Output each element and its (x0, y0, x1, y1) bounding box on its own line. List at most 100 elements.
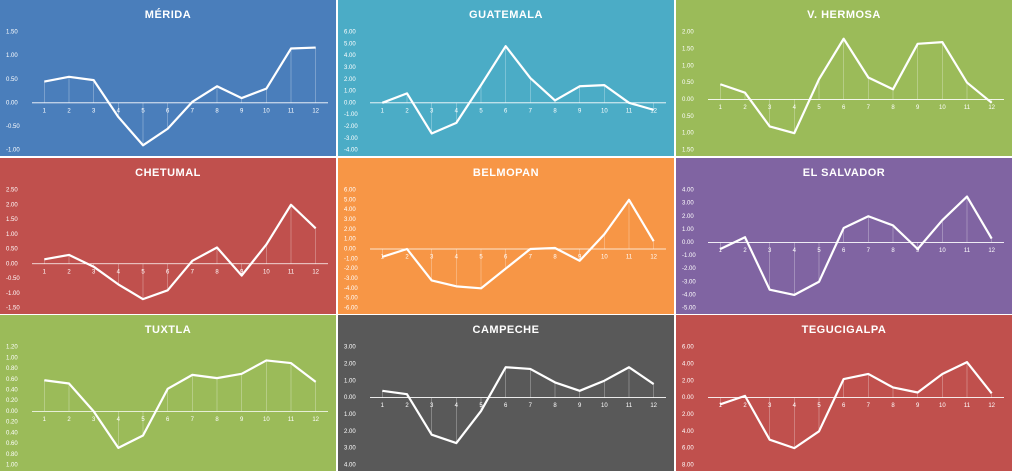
y-tick-label: -3.00 (682, 279, 696, 285)
x-tick-label: 2 (743, 248, 747, 254)
x-tick-label: 1 (43, 108, 47, 114)
y-tick-label: -1.00 (344, 256, 358, 262)
x-tick-label: 4 (793, 403, 797, 409)
y-tick-label: 1.00 (682, 63, 694, 69)
x-tick-label: 12 (312, 108, 319, 114)
data-line (44, 203, 317, 301)
x-tick-label: 11 (964, 105, 971, 111)
x-tick-label: 11 (626, 255, 633, 261)
x-tick-label: 8 (891, 248, 895, 254)
x-tick-label: 11 (626, 403, 633, 409)
data-line (381, 45, 654, 135)
y-tick-label: -5.00 (682, 306, 696, 312)
x-tick-label: 6 (842, 248, 846, 254)
x-tick-label: 5 (817, 248, 821, 254)
y-tick-label: 1.00 (344, 89, 356, 95)
x-tick-label: 1 (43, 417, 47, 423)
y-tick-label: 0.20 (6, 398, 18, 404)
x-tick-label: 7 (529, 255, 533, 261)
x-tick-label: 2 (405, 108, 409, 114)
x-tick-label: 3 (430, 255, 434, 261)
y-tick-label: 1.50 (6, 217, 18, 223)
data-line (44, 359, 317, 449)
y-tick-label: 5.00 (344, 197, 356, 203)
x-tick-label: 2 (743, 105, 747, 111)
y-tick-label: -4.00 (682, 292, 696, 298)
y-tick-label: 3.00 (344, 345, 356, 351)
x-tick-label: 1 (381, 403, 385, 409)
x-tick-label: 11 (626, 108, 633, 114)
y-tick-label: 1.00 (344, 237, 356, 243)
x-tick-label: 8 (553, 108, 557, 114)
x-tick-label: 5 (817, 105, 821, 111)
y-tick-label: 2.50 (6, 188, 18, 194)
y-tick-label: 2.00 (682, 30, 694, 36)
y-tick-label: 5.00 (344, 41, 356, 47)
chart-title: MÉRIDA (145, 8, 191, 21)
panel (0, 0, 336, 156)
x-tick-label: 9 (240, 269, 244, 275)
y-tick-label: 6.00 (682, 446, 694, 452)
y-tick-label: 1.00 (6, 355, 18, 361)
chart-title: EL SALVADOR (803, 167, 886, 179)
y-tick-label: 1.50 (682, 148, 694, 154)
x-tick-label: 7 (529, 108, 533, 114)
x-tick-label: 11 (964, 403, 971, 409)
y-tick-label: -3.00 (344, 136, 358, 142)
x-tick-label: 3 (768, 105, 772, 111)
y-tick-label: -6.00 (344, 306, 358, 312)
x-tick-label: 8 (891, 105, 895, 111)
x-tick-label: 11 (964, 248, 971, 254)
x-tick-label: 7 (191, 108, 195, 114)
y-tick-label: -1.00 (344, 112, 358, 118)
y-tick-label: 0.00 (344, 100, 356, 106)
y-tick-label: -1.50 (6, 306, 20, 312)
x-tick-label: 1 (381, 108, 385, 114)
y-tick-label: 2.00 (344, 429, 356, 435)
y-tick-label: -5.00 (344, 296, 358, 302)
y-tick-label: -4.00 (344, 286, 358, 292)
x-tick-label: 4 (117, 269, 121, 275)
y-tick-label: 4.00 (682, 429, 694, 435)
chart-title: CAMPECHE (473, 324, 540, 336)
y-tick-label: 6.00 (682, 345, 694, 351)
x-tick-label: 4 (455, 403, 459, 409)
x-tick-label: 12 (988, 105, 995, 111)
x-tick-label: 7 (191, 269, 195, 275)
y-tick-label: 0.50 (682, 80, 694, 86)
y-tick-label: 0.40 (6, 430, 18, 436)
panel (676, 158, 1012, 314)
x-tick-label: 12 (988, 403, 995, 409)
y-tick-label: 4.00 (344, 53, 356, 59)
x-tick-label: 1 (43, 269, 47, 275)
x-tick-label: 12 (312, 269, 319, 275)
x-tick-label: 10 (263, 108, 270, 114)
y-tick-label: 2.00 (344, 227, 356, 233)
y-tick-label: 0.80 (6, 452, 18, 458)
y-tick-label: 0.50 (682, 114, 694, 120)
x-tick-label: 9 (240, 108, 244, 114)
y-tick-label: 0.20 (6, 420, 18, 426)
x-tick-label: 10 (601, 403, 608, 409)
x-tick-label: 6 (842, 105, 846, 111)
x-tick-label: 5 (817, 403, 821, 409)
x-tick-label: 10 (263, 417, 270, 423)
x-tick-label: 7 (191, 417, 195, 423)
y-tick-label: 4.00 (344, 463, 356, 469)
y-tick-label: 0.00 (6, 100, 18, 106)
data-line (719, 361, 993, 450)
x-tick-label: 7 (867, 105, 871, 111)
data-line (719, 37, 993, 135)
x-tick-label: 5 (141, 269, 145, 275)
y-tick-label: 6.00 (344, 30, 356, 36)
x-tick-label: 8 (215, 269, 219, 275)
data-line (719, 195, 993, 296)
x-tick-label: 11 (288, 108, 295, 114)
x-tick-label: 10 (601, 255, 608, 261)
y-tick-label: 2.00 (6, 202, 18, 208)
y-tick-label: -2.00 (344, 124, 358, 130)
y-tick-label: -3.00 (344, 276, 358, 282)
y-tick-label: 3.00 (344, 446, 356, 452)
x-tick-label: 7 (529, 403, 533, 409)
